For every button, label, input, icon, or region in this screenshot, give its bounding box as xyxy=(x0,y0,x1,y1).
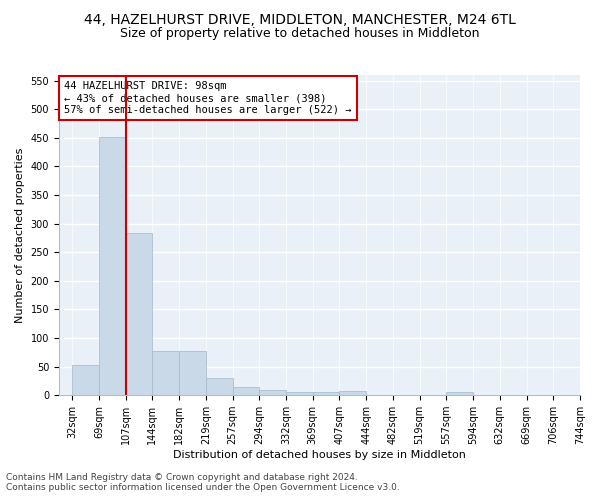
Bar xyxy=(340,391,366,395)
Bar xyxy=(179,350,206,395)
Text: 44, HAZELHURST DRIVE, MIDDLETON, MANCHESTER, M24 6TL: 44, HAZELHURST DRIVE, MIDDLETON, MANCHES… xyxy=(84,12,516,26)
X-axis label: Distribution of detached houses by size in Middleton: Distribution of detached houses by size … xyxy=(173,450,466,460)
Y-axis label: Number of detached properties: Number of detached properties xyxy=(15,148,25,323)
Bar xyxy=(72,365,99,395)
Bar xyxy=(446,392,473,395)
Text: Contains HM Land Registry data © Crown copyright and database right 2024.: Contains HM Land Registry data © Crown c… xyxy=(6,474,358,482)
Bar xyxy=(286,392,313,395)
Text: 44 HAZELHURST DRIVE: 98sqm
← 43% of detached houses are smaller (398)
57% of sem: 44 HAZELHURST DRIVE: 98sqm ← 43% of deta… xyxy=(64,82,352,114)
Text: Contains public sector information licensed under the Open Government Licence v3: Contains public sector information licen… xyxy=(6,484,400,492)
Bar xyxy=(152,350,179,395)
Bar xyxy=(206,378,233,395)
Bar xyxy=(99,137,126,395)
Bar xyxy=(259,390,286,395)
Bar xyxy=(313,392,340,395)
Bar xyxy=(126,233,152,395)
Bar xyxy=(233,386,259,395)
Text: Size of property relative to detached houses in Middleton: Size of property relative to detached ho… xyxy=(120,28,480,40)
